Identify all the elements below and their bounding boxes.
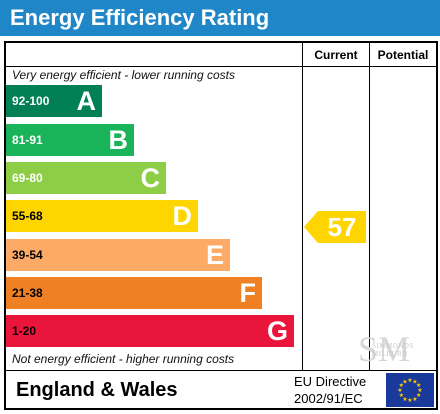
band-range: 92-100 bbox=[12, 94, 50, 108]
band-range: 55-68 bbox=[12, 209, 43, 223]
potential-column-header: Potential bbox=[377, 48, 429, 62]
eu-star-icon: ★ bbox=[416, 382, 421, 389]
band-letter: E bbox=[205, 240, 224, 270]
eu-star-icon: ★ bbox=[399, 392, 404, 399]
eu-directive-line1: EU Directive bbox=[294, 374, 367, 389]
eu-directive-line2: 2002/91/EC bbox=[294, 391, 363, 406]
footer-country: England & Wales bbox=[16, 379, 178, 401]
band-range: 81-91 bbox=[12, 133, 43, 147]
watermark-monogram: SM bbox=[358, 329, 411, 369]
band-range: 21-38 bbox=[12, 286, 43, 300]
band-a: 92-100 A bbox=[6, 85, 102, 117]
band-range: 1-20 bbox=[12, 324, 37, 338]
current-column-divider bbox=[302, 43, 303, 370]
band-letter: G bbox=[266, 316, 288, 346]
rating-frame bbox=[4, 41, 438, 410]
eu-star-icon: ★ bbox=[416, 392, 421, 399]
eu-star-icon: ★ bbox=[407, 397, 412, 404]
eu-star-icon: ★ bbox=[412, 379, 417, 386]
band-range: 69-80 bbox=[12, 171, 43, 185]
eu-directive: EU Directive 2002/91/EC bbox=[294, 373, 380, 407]
band-f: 21-38 F bbox=[6, 277, 262, 309]
eu-star-icon: ★ bbox=[407, 377, 412, 384]
band-letter: B bbox=[108, 125, 129, 155]
agency-watermark: SM SIMMONDS MILBURN bbox=[354, 329, 436, 374]
band-d: 55-68 D bbox=[6, 200, 198, 232]
header-divider bbox=[6, 66, 436, 67]
band-letter: A bbox=[76, 86, 97, 116]
band-c: 69-80 C bbox=[6, 162, 166, 194]
current-rating-arrow: 57 bbox=[304, 211, 366, 243]
band-letter: C bbox=[140, 163, 161, 193]
top-note: Very energy efficient - lower running co… bbox=[12, 68, 235, 82]
band-g: 1-20 G bbox=[6, 315, 294, 347]
band-range: 39-54 bbox=[12, 248, 43, 262]
band-e: 39-54 E bbox=[6, 239, 230, 271]
band-b: 81-91 B bbox=[6, 124, 134, 156]
eu-star-icon: ★ bbox=[417, 387, 422, 394]
chart-title: Energy Efficiency Rating bbox=[0, 0, 440, 36]
eu-flag-icon: ★★★★★★★★★ ★ ★★ bbox=[386, 373, 434, 407]
current-column-header: Current bbox=[314, 48, 358, 62]
eu-star-icon: ★ bbox=[402, 379, 407, 386]
eu-star-icon: ★ bbox=[412, 396, 417, 403]
potential-column-divider bbox=[369, 43, 370, 370]
eu-star-icon: ★ bbox=[402, 396, 407, 403]
bottom-note: Not energy efficient - higher running co… bbox=[12, 352, 235, 366]
footer-divider bbox=[6, 370, 436, 371]
band-letter: F bbox=[239, 278, 257, 308]
eu-star-icon: ★ bbox=[397, 387, 402, 394]
band-letter: D bbox=[172, 201, 193, 231]
eu-star-icon: ★ bbox=[399, 382, 404, 389]
current-rating-value: 57 bbox=[327, 212, 357, 242]
watermark-name: SIMMONDS MILBURN bbox=[372, 342, 414, 358]
